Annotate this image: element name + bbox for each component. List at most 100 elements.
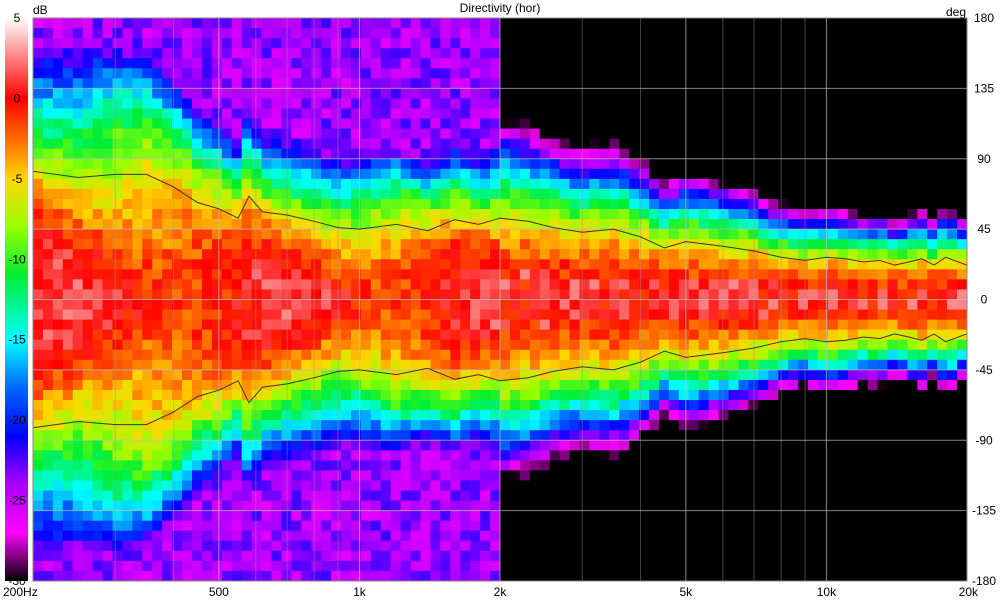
heatmap-cell bbox=[440, 28, 451, 39]
heatmap-cell bbox=[519, 178, 531, 190]
heatmap-cell bbox=[410, 379, 422, 391]
heatmap-cell bbox=[102, 440, 114, 451]
heatmap-cell bbox=[847, 48, 859, 59]
heatmap-cell bbox=[629, 420, 640, 431]
heatmap-cell bbox=[211, 319, 223, 331]
heatmap-cell bbox=[291, 550, 302, 562]
heatmap-cell bbox=[509, 249, 521, 260]
heatmap-cell bbox=[400, 128, 412, 140]
heatmap-cell bbox=[420, 88, 432, 100]
heatmap-cell bbox=[152, 249, 163, 260]
heatmap-cell bbox=[678, 470, 690, 482]
heatmap-cell bbox=[867, 410, 879, 421]
heatmap-cell bbox=[420, 430, 432, 441]
heatmap-cell bbox=[370, 28, 382, 39]
heatmap-cell bbox=[519, 379, 531, 391]
heatmap-cell bbox=[350, 510, 362, 522]
heatmap-cell bbox=[390, 550, 402, 562]
heatmap-cell bbox=[191, 168, 203, 180]
heatmap-cell bbox=[370, 540, 382, 552]
heatmap-cell bbox=[152, 369, 163, 381]
heatmap-cell bbox=[42, 500, 54, 512]
heatmap-cell bbox=[549, 158, 561, 170]
heatmap-cell bbox=[211, 379, 223, 391]
heatmap-cell bbox=[698, 239, 710, 250]
heatmap-cell bbox=[639, 78, 650, 89]
heatmap-cell bbox=[748, 460, 759, 472]
heatmap-cell bbox=[609, 219, 620, 230]
heatmap-cell bbox=[698, 319, 710, 331]
heatmap-cell bbox=[579, 369, 591, 381]
heatmap-cell bbox=[271, 88, 283, 100]
heatmap-cell bbox=[42, 460, 54, 472]
heatmap-cell bbox=[658, 78, 670, 89]
heatmap-cell bbox=[122, 520, 133, 532]
heatmap-cell bbox=[798, 58, 809, 69]
heatmap-cell bbox=[698, 38, 710, 49]
heatmap-cell bbox=[549, 339, 561, 351]
heatmap-cell bbox=[360, 420, 372, 431]
heatmap-cell bbox=[708, 480, 720, 492]
heatmap-cell bbox=[827, 420, 839, 431]
heatmap-cell bbox=[509, 289, 521, 301]
heatmap-cell bbox=[251, 229, 263, 240]
heatmap-cell bbox=[688, 460, 700, 472]
heatmap-cell bbox=[549, 198, 561, 210]
heatmap-cell bbox=[33, 259, 44, 270]
heatmap-cell bbox=[519, 158, 531, 170]
heatmap-cell bbox=[887, 18, 899, 29]
heatmap-cell bbox=[410, 309, 422, 321]
heatmap-cell bbox=[877, 98, 889, 110]
heatmap-cell bbox=[678, 430, 690, 441]
heatmap-cell bbox=[897, 560, 908, 572]
heatmap-cell bbox=[72, 229, 84, 240]
heatmap-cell bbox=[162, 470, 173, 482]
heatmap-cell bbox=[718, 400, 730, 411]
heatmap-cell bbox=[271, 520, 283, 532]
heatmap-cell bbox=[102, 249, 114, 260]
heatmap-cell bbox=[559, 319, 571, 331]
heatmap-cell bbox=[817, 48, 829, 59]
heatmap-cell bbox=[390, 430, 402, 441]
heatmap-cell bbox=[142, 339, 153, 351]
heatmap-cell bbox=[559, 299, 571, 311]
heatmap-cell bbox=[112, 209, 124, 220]
heatmap-cell bbox=[569, 369, 581, 381]
heatmap-cell bbox=[132, 510, 143, 522]
heatmap-cell bbox=[231, 329, 243, 341]
heatmap-cell bbox=[321, 319, 332, 331]
heatmap-cell bbox=[390, 329, 402, 341]
heatmap-cell bbox=[341, 560, 352, 572]
heatmap-cell bbox=[847, 259, 859, 270]
heatmap-cell bbox=[261, 530, 273, 542]
heatmap-cell bbox=[748, 309, 759, 321]
heatmap-cell bbox=[658, 329, 670, 341]
heatmap-cell bbox=[400, 309, 412, 321]
heatmap-cell bbox=[271, 18, 283, 29]
heatmap-cell bbox=[708, 239, 720, 250]
heatmap-cell bbox=[62, 78, 74, 89]
heatmap-cell bbox=[360, 178, 372, 190]
heatmap-cell bbox=[688, 339, 700, 351]
heatmap-cell bbox=[619, 329, 630, 341]
heatmap-cell bbox=[887, 480, 899, 492]
heatmap-cell bbox=[82, 98, 94, 110]
heatmap-cell bbox=[500, 249, 511, 260]
heatmap-cell bbox=[599, 329, 610, 341]
heatmap-cell bbox=[400, 88, 412, 100]
heatmap-cell bbox=[579, 480, 591, 492]
heatmap-cell bbox=[827, 239, 839, 250]
heatmap-cell bbox=[837, 78, 849, 89]
heatmap-cell bbox=[251, 128, 263, 140]
heatmap-cell bbox=[132, 410, 143, 421]
heatmap-cell bbox=[609, 510, 620, 522]
heatmap-cell bbox=[301, 500, 312, 512]
heatmap-cell bbox=[579, 269, 591, 280]
heatmap-cell bbox=[509, 198, 521, 210]
heatmap-cell bbox=[728, 490, 740, 502]
heatmap-cell bbox=[33, 460, 44, 472]
heatmap-cell bbox=[201, 48, 213, 59]
heatmap-cell bbox=[748, 570, 759, 581]
heatmap-cell bbox=[271, 450, 283, 461]
heatmap-cell bbox=[619, 209, 630, 220]
